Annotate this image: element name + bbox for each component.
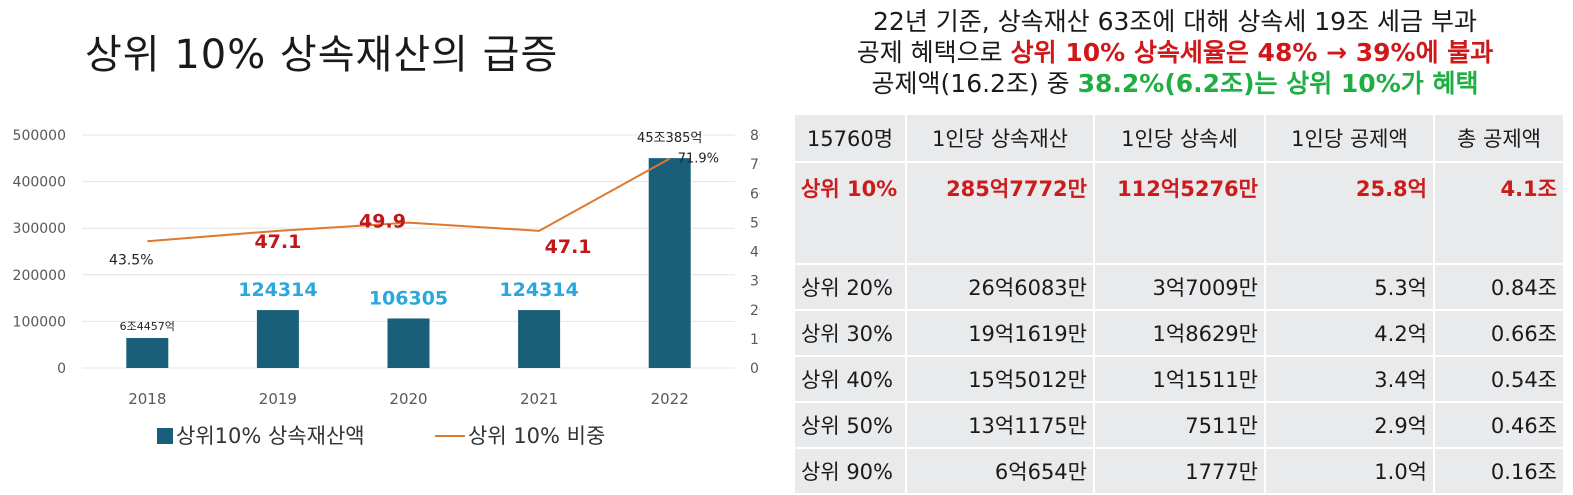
table-row: 상위 40% 15억5012만 1억1511만 3.4억 0.54조	[795, 356, 1565, 403]
x-tick-label: 2019	[259, 390, 297, 408]
line-data-label: 43.5%	[109, 252, 153, 268]
x-tick-label: 2021	[520, 390, 558, 408]
table-row: 상위 50% 13억1175만 7511만 2.9억 0.46조	[795, 402, 1565, 449]
y-right-tick-label: 10	[750, 332, 760, 348]
bar-data-label: 45조385억	[637, 131, 702, 146]
bar-data-label: 6조4457억	[120, 320, 175, 333]
table-cell: 0.46조	[1434, 402, 1565, 449]
table-row-top-10: 상위 10% 285억7772만 112억5276만 25.8억 4.1조	[795, 162, 1565, 265]
line-data-label: 47.1	[545, 236, 592, 258]
table-cell: 26억6083만	[906, 264, 1095, 311]
bar-2018	[126, 337, 169, 368]
y-right-tick-label: 40	[750, 245, 760, 261]
line-data-label: 71.9%	[678, 152, 719, 167]
bar-2020	[387, 318, 430, 368]
bar-data-label: 106305	[369, 287, 448, 309]
legend-bar-label: 상위10% 상속재산액	[176, 424, 365, 448]
table-cell: 상위 20%	[795, 264, 907, 311]
table-header-row: 15760명 1인당 상속재산 1인당 상속세 1인당 공제액 총 공제액	[795, 115, 1565, 163]
table-cell: 3.4억	[1265, 356, 1435, 403]
bar-2021	[518, 310, 561, 368]
table-cell: 4.2억	[1265, 310, 1435, 357]
y-right-tick-label: 30	[750, 274, 760, 290]
share-line	[147, 157, 671, 243]
table-cell: 25.8억	[1265, 162, 1435, 265]
table-cell: 상위 30%	[795, 310, 907, 357]
legend-bar-swatch	[157, 428, 173, 444]
table-cell: 상위 90%	[795, 448, 907, 495]
table-cell: 7511만	[1094, 402, 1266, 449]
table-cell: 15억5012만	[906, 356, 1095, 403]
headline-line-3-highlight: 38.2%(6.2조)는 상위 10%가 혜택	[1077, 69, 1479, 98]
y-right-tick-label: 0	[750, 361, 759, 377]
bar-data-label: 124314	[238, 279, 317, 301]
table-cell: 상위 40%	[795, 356, 907, 403]
line-data-label: 47.1	[254, 231, 301, 253]
table-cell: 3억7009만	[1094, 264, 1266, 311]
table-cell: 285억7772만	[906, 162, 1095, 265]
table-header-cell: 1인당 공제액	[1265, 115, 1435, 163]
y-left-tick-label: 300000	[13, 221, 66, 237]
y-right-tick-label: 80	[750, 128, 760, 144]
x-tick-label: 2020	[389, 390, 427, 408]
y-left-tick-label: 0	[57, 361, 66, 377]
x-tick-label: 2022	[651, 390, 689, 408]
y-right-tick-label: 70	[750, 157, 760, 173]
table-row: 상위 20% 26억6083만 3억7009만 5.3억 0.84조	[795, 264, 1565, 311]
slide-title: 상위 10% 상속재산의 급증	[85, 32, 559, 78]
table-row: 상위 30% 19억1619만 1억8629만 4.2억 0.66조	[795, 310, 1565, 357]
table-header-cell: 1인당 상속재산	[906, 115, 1095, 163]
legend-line-label: 상위 10% 비중	[468, 424, 605, 448]
headline-line-1: 22년 기준, 상속재산 63조에 대해 상속세 19조 세금 부과	[873, 7, 1477, 36]
table-cell: 1억1511만	[1094, 356, 1266, 403]
y-left-tick-label: 500000	[13, 128, 66, 144]
table-header-cell: 15760명	[795, 115, 907, 163]
headline-line-3-prefix: 공제액(16.2조) 중	[871, 69, 1078, 98]
inheritance-stats-table: 15760명 1인당 상속재산 1인당 상속세 1인당 공제액 총 공제액 상위…	[795, 115, 1565, 495]
table-cell: 6억654만	[906, 448, 1095, 495]
table-cell: 13억1175만	[906, 402, 1095, 449]
headline-line-2-highlight: 상위 10% 상속세율은 48% → 39%에 불과	[1010, 38, 1494, 67]
table-cell: 0.16조	[1434, 448, 1565, 495]
table-cell: 5.3억	[1265, 264, 1435, 311]
table-cell: 0.66조	[1434, 310, 1565, 357]
table-cell: 상위 50%	[795, 402, 907, 449]
y-right-tick-label: 60	[750, 186, 760, 202]
x-tick-label: 2018	[128, 390, 166, 408]
table-cell: 0.84조	[1434, 264, 1565, 311]
y-left-tick-label: 400000	[13, 175, 66, 191]
table-header-cell: 1인당 상속세	[1094, 115, 1266, 163]
bar-data-label: 124314	[499, 279, 578, 301]
bar-2022	[648, 158, 691, 368]
y-right-tick-label: 50	[750, 215, 760, 231]
table-cell: 상위 10%	[795, 162, 907, 265]
table-cell: 1.0억	[1265, 448, 1435, 495]
headline-line-2: 공제 혜택으로 상위 10% 상속세율은 48% → 39%에 불과	[790, 37, 1560, 68]
combo-chart: 0 100000 200000 300000 400000 500000 0 10 20 30 40…	[13, 128, 760, 448]
table-cell: 112억5276만	[1094, 162, 1266, 265]
table-header-cell: 총 공제액	[1434, 115, 1565, 163]
table-cell: 4.1조	[1434, 162, 1565, 265]
table-cell: 2.9억	[1265, 402, 1435, 449]
headline-line-2-prefix: 공제 혜택으로	[856, 38, 1011, 67]
table-cell: 1억8629만	[1094, 310, 1266, 357]
line-data-label: 49.9	[359, 211, 406, 233]
table-cell: 0.54조	[1434, 356, 1565, 403]
y-left-tick-label: 100000	[13, 314, 66, 330]
y-left-tick-label: 200000	[13, 268, 66, 284]
table-cell: 1777만	[1094, 448, 1266, 495]
y-right-tick-label: 20	[750, 303, 760, 319]
bar-2019	[256, 310, 299, 368]
table-cell: 19억1619만	[906, 310, 1095, 357]
table-row: 상위 90% 6억654만 1777만 1.0억 0.16조	[795, 448, 1565, 495]
headline: 22년 기준, 상속재산 63조에 대해 상속세 19조 세금 부과 공제 혜택…	[790, 6, 1560, 99]
headline-line-3: 공제액(16.2조) 중 38.2%(6.2조)는 상위 10%가 혜택	[790, 68, 1560, 99]
